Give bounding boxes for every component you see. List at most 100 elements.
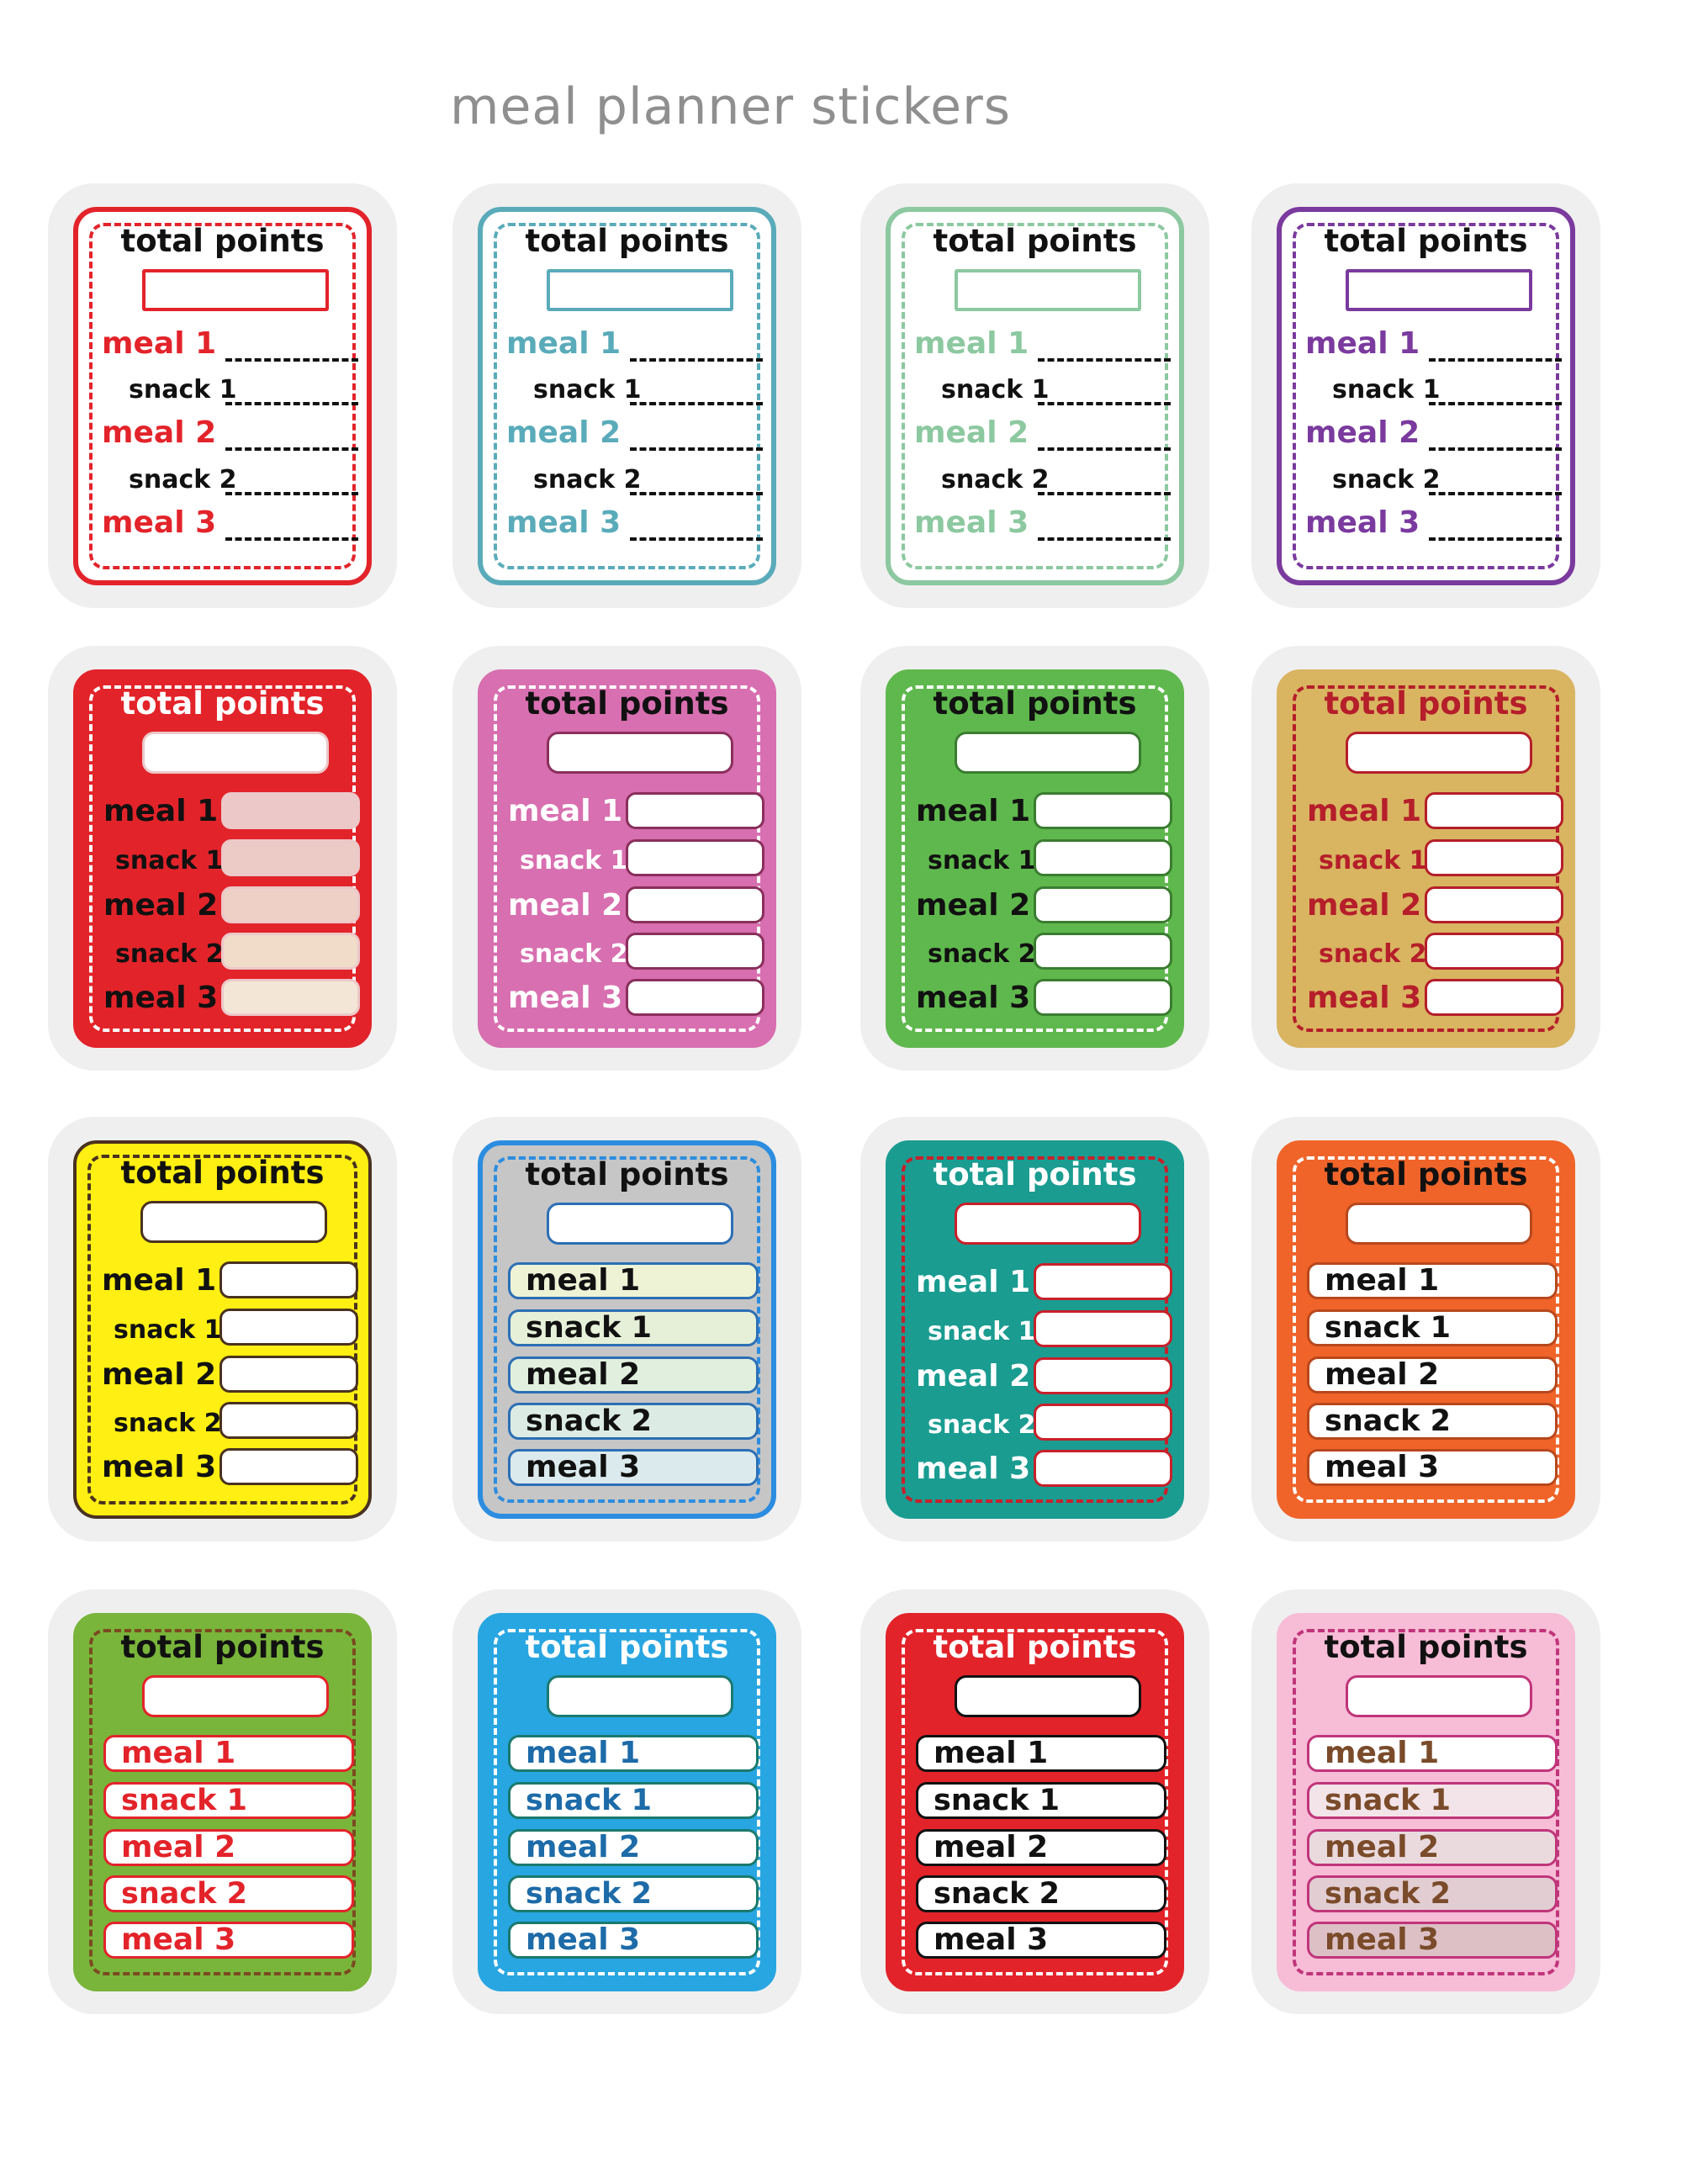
meal-row[interactable]: meal 2 (916, 1829, 1166, 1866)
write-box[interactable] (1034, 792, 1172, 829)
total-points-box[interactable] (547, 269, 733, 311)
snack-row[interactable]: snack 2 (103, 1875, 354, 1912)
total-points-box[interactable] (142, 732, 329, 774)
total-points-box[interactable] (955, 269, 1141, 311)
write-box[interactable] (626, 839, 764, 876)
sticker-card[interactable]: total points meal 1 snack 1 meal 2 snack 2 me… (1277, 669, 1575, 1048)
meal-row[interactable]: meal 3 (1307, 1449, 1558, 1486)
snack-row[interactable]: snack 1 (508, 1782, 759, 1819)
write-line[interactable] (1429, 402, 1562, 405)
sticker-card[interactable]: total points meal 1 snack 1 meal 2 snack 2 me… (73, 1140, 372, 1519)
total-points-box[interactable] (1346, 732, 1532, 774)
meal-row[interactable]: meal 3 (508, 1449, 759, 1486)
meal-row[interactable]: meal 1 (1307, 1735, 1558, 1772)
sticker-card[interactable]: total points meal 1 snack 1 meal 2 snack 2 me… (886, 669, 1184, 1048)
sticker-card[interactable]: total points meal 1 snack 1 meal 2 snack 2 me… (73, 1613, 372, 1991)
sticker-card[interactable]: total points meal 1 snack 1 meal 2 snack 2 me… (1277, 1613, 1575, 1991)
write-box[interactable] (1425, 839, 1563, 876)
meal-row[interactable]: meal 1 (916, 1735, 1166, 1772)
write-line[interactable] (225, 447, 358, 451)
write-box[interactable] (1425, 933, 1563, 970)
total-points-box[interactable] (1346, 1203, 1532, 1245)
write-box[interactable] (1034, 1404, 1172, 1441)
write-line[interactable] (630, 358, 763, 362)
meal-row[interactable]: meal 1 (508, 1735, 759, 1772)
write-line[interactable] (630, 402, 763, 405)
write-line[interactable] (225, 358, 358, 362)
write-box[interactable] (1034, 979, 1172, 1016)
write-line[interactable] (1429, 358, 1562, 362)
total-points-box[interactable] (547, 1203, 733, 1245)
meal-row[interactable]: meal 1 (103, 1735, 354, 1772)
write-box[interactable] (1034, 1357, 1172, 1394)
write-line[interactable] (1429, 447, 1562, 451)
snack-row[interactable]: snack 2 (508, 1403, 759, 1440)
meal-row[interactable]: meal 2 (103, 1829, 354, 1866)
total-points-box[interactable] (955, 732, 1141, 774)
snack-row[interactable]: snack 1 (508, 1309, 759, 1346)
write-line[interactable] (1038, 358, 1171, 362)
write-line[interactable] (1038, 402, 1171, 405)
sticker-card[interactable]: total points meal 1 snack 1 meal 2 snack 2 me… (478, 1613, 776, 1991)
snack-row[interactable]: snack 2 (1307, 1403, 1558, 1440)
snack-row[interactable]: snack 2 (508, 1875, 759, 1912)
total-points-box[interactable] (1346, 269, 1532, 311)
write-box[interactable] (1425, 886, 1563, 923)
meal-row[interactable]: meal 2 (1307, 1829, 1558, 1866)
snack-row[interactable]: snack 1 (1307, 1782, 1558, 1819)
sticker-card[interactable]: total points meal 1 snack 1 meal 2 snack 2 me… (1277, 1140, 1575, 1519)
write-box[interactable] (1034, 1450, 1172, 1487)
write-line[interactable] (225, 402, 358, 405)
total-points-box[interactable] (142, 269, 329, 311)
write-box[interactable] (221, 886, 360, 923)
write-line[interactable] (225, 492, 358, 495)
meal-row[interactable]: meal 2 (1307, 1356, 1558, 1393)
meal-row[interactable]: meal 3 (1307, 1922, 1558, 1959)
write-box[interactable] (220, 1448, 358, 1485)
snack-row[interactable]: snack 1 (1307, 1309, 1558, 1346)
meal-row[interactable]: meal 1 (1307, 1262, 1558, 1299)
snack-row[interactable]: snack 1 (103, 1782, 354, 1819)
write-box[interactable] (221, 979, 360, 1016)
sticker-card[interactable]: total points meal 1 snack 1 meal 2 snack 2 me… (886, 1140, 1184, 1519)
sticker-card[interactable]: total points meal 1 snack 1 meal 2 snack 2 me… (73, 207, 372, 585)
write-box[interactable] (1034, 933, 1172, 970)
sticker-card[interactable]: total points meal 1 snack 1 meal 2 snack 2 me… (478, 1140, 776, 1519)
write-line[interactable] (1038, 492, 1171, 495)
write-box[interactable] (1034, 1263, 1172, 1300)
write-box[interactable] (220, 1402, 358, 1439)
write-line[interactable] (1429, 492, 1562, 495)
snack-row[interactable]: snack 1 (916, 1782, 1166, 1819)
sticker-card[interactable]: total points meal 1 snack 1 meal 2 snack 2 me… (1277, 207, 1575, 585)
snack-row[interactable]: snack 2 (1307, 1875, 1558, 1912)
total-points-box[interactable] (955, 1203, 1141, 1245)
meal-row[interactable]: meal 2 (508, 1356, 759, 1393)
write-box[interactable] (221, 839, 360, 876)
sticker-card[interactable]: total points meal 1 snack 1 meal 2 snack 2 me… (478, 207, 776, 585)
write-box[interactable] (221, 933, 360, 970)
write-box[interactable] (626, 979, 764, 1016)
write-box[interactable] (220, 1261, 358, 1298)
meal-row[interactable]: meal 3 (103, 1922, 354, 1959)
total-points-box[interactable] (955, 1675, 1141, 1717)
write-box[interactable] (220, 1309, 358, 1346)
total-points-box[interactable] (547, 732, 733, 774)
write-line[interactable] (225, 537, 358, 541)
write-line[interactable] (630, 447, 763, 451)
write-line[interactable] (1038, 447, 1171, 451)
write-box[interactable] (626, 886, 764, 923)
write-box[interactable] (1034, 839, 1172, 876)
meal-row[interactable]: meal 3 (508, 1922, 759, 1959)
write-box[interactable] (1034, 886, 1172, 923)
total-points-box[interactable] (140, 1201, 327, 1243)
sticker-card[interactable]: total points meal 1 snack 1 meal 2 snack 2 me… (73, 669, 372, 1048)
meal-row[interactable]: meal 3 (916, 1922, 1166, 1959)
write-line[interactable] (1038, 537, 1171, 541)
total-points-box[interactable] (1346, 1675, 1532, 1717)
sticker-card[interactable]: total points meal 1 snack 1 meal 2 snack 2 me… (478, 669, 776, 1048)
total-points-box[interactable] (547, 1675, 733, 1717)
sticker-card[interactable]: total points meal 1 snack 1 meal 2 snack 2 me… (886, 207, 1184, 585)
meal-row[interactable]: meal 1 (508, 1262, 759, 1299)
write-line[interactable] (630, 537, 763, 541)
write-box[interactable] (220, 1356, 358, 1393)
